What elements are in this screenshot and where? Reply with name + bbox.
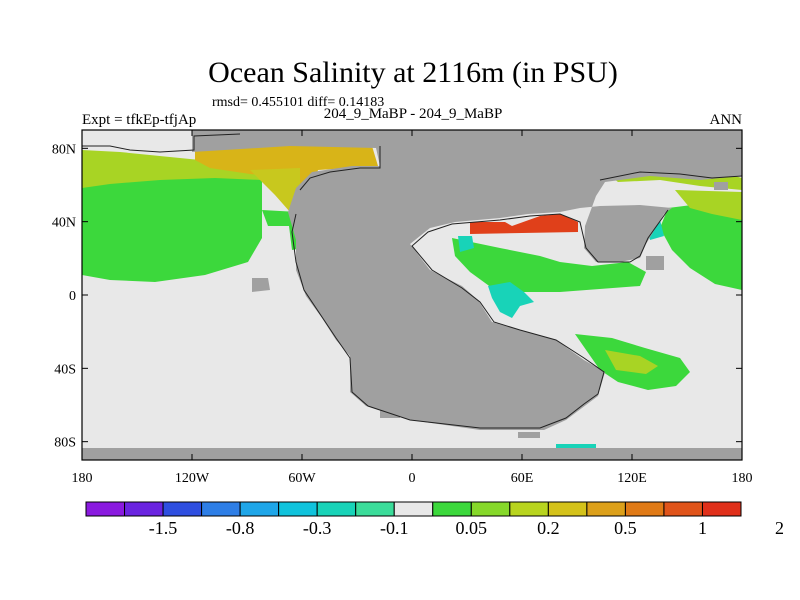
colorbar-box: [432, 501, 472, 517]
colorbar-labels: -1.5 -0.8 -0.3 -0.1 0.05 0.2 0.5 1 2: [149, 518, 784, 538]
colorbar-label: -0.3: [303, 518, 332, 538]
lat-tick-label: 40S: [54, 362, 76, 377]
colorbar-box: [470, 501, 511, 517]
colorbar-label: -0.1: [380, 518, 409, 538]
field-cyan-south-strip: [556, 444, 596, 448]
latitude-axis: 80N 40N 0 40S 80S: [52, 142, 742, 451]
map-panel: [81, 129, 743, 461]
coastline-main: [291, 146, 669, 429]
colorbar-label: 0.05: [456, 518, 488, 538]
colorbar-box: [509, 501, 549, 517]
colorbar-box: [663, 501, 703, 517]
land-islet-3: [518, 432, 540, 438]
lon-tick-label: 120E: [617, 471, 647, 486]
lon-tick-label: 180: [732, 471, 753, 486]
colorbar-box: [162, 501, 203, 517]
colorbar-box: [586, 501, 626, 517]
coastline-north: [82, 133, 743, 181]
lon-tick-label: 60E: [511, 471, 534, 486]
season-label: ANN: [709, 112, 743, 128]
lon-tick-label: 120W: [175, 471, 210, 486]
colorbar-box: [624, 501, 665, 517]
colorbar-box: [239, 501, 280, 517]
field-west-pacific-green: [660, 200, 742, 290]
lon-tick-label: 60W: [288, 471, 316, 486]
colorbar-label: 0.2: [537, 518, 560, 538]
land-supercontinent: [192, 130, 742, 430]
stats-string: rmsd= 0.455101 diff= 0.14183: [212, 95, 385, 110]
colorbar-box: [124, 501, 164, 517]
colorbar: [85, 501, 742, 517]
field-red-ridge: [470, 214, 578, 234]
experiment-label: Expt = tfkEp-tfjAp: [82, 112, 197, 128]
lat-tick-label: 40N: [52, 216, 76, 231]
field-cyan-gulf: [458, 236, 474, 252]
colorbar-box: [547, 501, 588, 517]
colorbar-box: [278, 501, 318, 517]
lat-tick-label: 0: [69, 289, 76, 304]
lon-tick-label: 180: [72, 471, 93, 486]
lat-tick-label: 80S: [54, 436, 76, 451]
colorbar-box: [701, 501, 742, 517]
longitude-axis: 180 120W 60W 0 60E 120E 180: [72, 130, 753, 486]
colorbar-box: [393, 501, 434, 517]
colorbar-box: [355, 501, 395, 517]
land-islet-1: [646, 256, 664, 270]
field-west-pacific-yellow: [675, 190, 742, 220]
colorbar-label: 1: [698, 518, 707, 538]
colorbar-label: -0.8: [226, 518, 255, 538]
colorbar-label: 2: [775, 518, 784, 538]
colorbar-label: 0.5: [614, 518, 637, 538]
case-pair-label: 204_9_MaBP - 204_9_MaBP: [323, 106, 503, 122]
field-north-pacific-green: [82, 168, 262, 282]
field-north-indian-green: [452, 238, 646, 292]
land-pacific-island: [252, 278, 270, 292]
lat-tick-label: 80N: [52, 142, 76, 157]
field-arctic-yellow-tongue: [250, 168, 300, 212]
land-islet-4: [714, 182, 728, 190]
field-south-pacific-yellow-green: [605, 350, 658, 374]
map-title: Ocean Salinity at 2116m (in PSU): [208, 56, 618, 89]
lon-tick-label: 0: [409, 471, 416, 486]
colorbar-label: -1.5: [149, 518, 178, 538]
colorbar-box: [85, 501, 126, 517]
field-north-pacific-yellow: [82, 150, 262, 188]
field-cyan-plume: [488, 282, 534, 318]
colorbar-box: [201, 501, 241, 517]
colorbar-box: [316, 501, 357, 517]
